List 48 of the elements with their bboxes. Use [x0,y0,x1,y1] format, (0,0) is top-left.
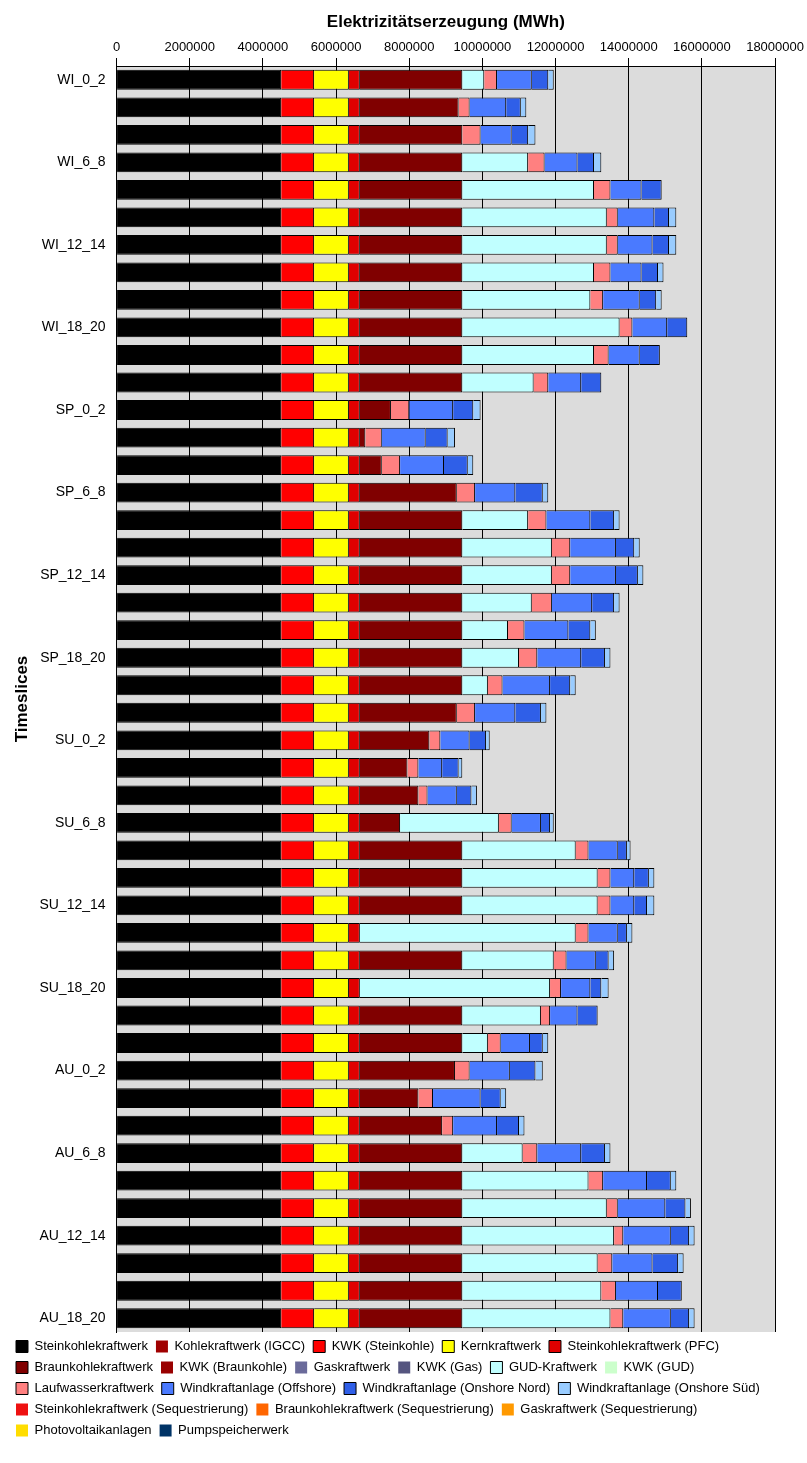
legend-label: KWK (Steinkohle) [331,1338,435,1354]
y-tick-label: AU_18_20 [39,1309,106,1326]
x-tick-label: 16000000 [672,38,731,54]
x-tick-label: 14000000 [599,38,658,54]
y-tick-label: SP_18_20 [40,648,106,665]
y-tick-label: AU_12_14 [39,1226,106,1243]
legend-label: Kohlekraftwerk (IGCC) [174,1338,306,1354]
legend-label: KWK (GUD) [623,1359,695,1375]
y-tick-label: SP_0_2 [55,400,106,417]
legend-label: Steinkohlekraftwerk (PFC) [567,1338,720,1354]
legend-label: Steinkohlekraftwerk (Sequestrierung) [34,1401,249,1417]
legend-label: GUD-Kraftwerk [508,1359,598,1375]
legend-label: KWK (Braunkohle) [179,1359,288,1375]
y-tick-label: AU_6_8 [54,1143,106,1160]
legend-label: Windkraftanlage (Offshore) [180,1380,337,1396]
y-tick-label: WI_6_8 [57,153,106,170]
x-tick-label: 0 [112,38,121,54]
x-tick-label: 8000000 [383,38,435,54]
y-tick-label: WI_18_20 [41,318,106,335]
y-axis-title: Timeslices [11,655,31,743]
legend-label: Braunkohlekraftwerk [34,1359,154,1375]
x-tick-label: 18000000 [746,38,804,54]
x-tick-label: 10000000 [453,38,512,54]
legend-label: Gaskraftwerk [313,1359,391,1375]
x-tick-label: 12000000 [526,38,585,54]
y-tick-label: AU_0_2 [54,1061,106,1078]
x-tick-label: 6000000 [310,38,362,54]
legend-label: Braunkohlekraftwerk (Sequestrierung) [274,1401,494,1417]
y-tick-label: SU_12_14 [39,896,106,913]
x-tick-label: 4000000 [237,38,289,54]
x-axis-title: Elektrizitätserzeugung (MWh) [326,11,565,31]
y-tick-label: SU_18_20 [39,978,106,995]
x-tick-label: 2000000 [164,38,216,54]
y-tick-label: SP_12_14 [40,566,106,583]
legend-label: KWK (Gas) [416,1359,483,1375]
legend-label: Windkraftanlage (Onshore Süd) [576,1380,760,1396]
y-tick-label: SP_6_8 [55,483,106,500]
legend-label: Steinkohlekraftwerk [34,1338,149,1354]
legend-label: Pumpspeicherwerk [178,1422,290,1438]
legend-label: Windkraftanlage (Onshore Nord) [362,1380,551,1396]
y-tick-label: WI_12_14 [41,235,106,252]
legend-label: Laufwasserkraftwerk [34,1380,155,1396]
y-tick-label: WI_0_2 [57,70,106,87]
legend-label: Photovoltaikanlagen [34,1422,152,1438]
y-tick-label: SU_0_2 [54,731,106,748]
legend-label: Kernkraftwerk [460,1338,542,1354]
y-tick-label: SU_6_8 [54,813,106,830]
legend-label: Gaskraftwerk (Sequestrierung) [520,1401,698,1417]
